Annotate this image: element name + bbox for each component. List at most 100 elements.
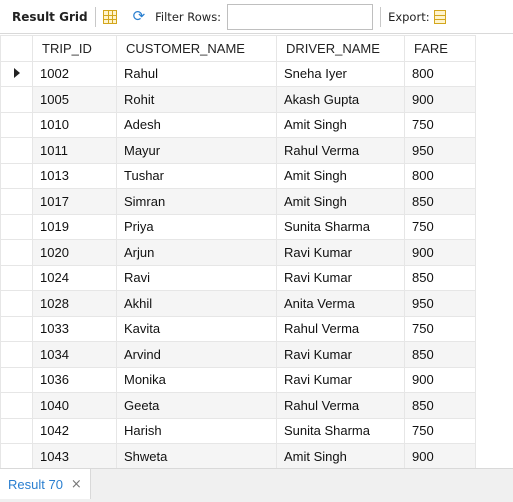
cell-driver-name[interactable]: Rahul Verma: [276, 137, 405, 164]
table-row[interactable]: 1043 Shweta Amit Singh 900: [0, 443, 476, 470]
row-indicator[interactable]: [0, 315, 33, 342]
table-row[interactable]: 1013 Tushar Amit Singh 800: [0, 162, 476, 189]
cell-customer-name[interactable]: Tushar: [116, 162, 277, 189]
tab-result-label[interactable]: Result 70: [8, 476, 63, 492]
cell-driver-name[interactable]: Rahul Verma: [276, 392, 405, 419]
cell-driver-name[interactable]: Amit Singh: [276, 443, 405, 470]
cell-customer-name[interactable]: Akhil: [116, 290, 277, 317]
cell-fare[interactable]: 900: [404, 239, 476, 266]
cell-fare[interactable]: 900: [404, 366, 476, 393]
cell-customer-name[interactable]: Monika: [116, 366, 277, 393]
cell-customer-name[interactable]: Adesh: [116, 111, 277, 138]
row-indicator[interactable]: [0, 366, 33, 393]
table-row[interactable]: 1019 Priya Sunita Sharma 750: [0, 213, 476, 240]
close-icon[interactable]: ×: [70, 476, 82, 492]
cell-fare[interactable]: 800: [404, 162, 476, 189]
table-row[interactable]: 1010 Adesh Amit Singh 750: [0, 111, 476, 138]
row-indicator[interactable]: [0, 392, 33, 419]
cell-trip-id[interactable]: 1042: [32, 417, 117, 444]
table-row[interactable]: 1040 Geeta Rahul Verma 850: [0, 392, 476, 419]
cell-customer-name[interactable]: Arjun: [116, 239, 277, 266]
row-indicator[interactable]: [0, 417, 33, 444]
cell-fare[interactable]: 750: [404, 315, 476, 342]
row-indicator[interactable]: [0, 86, 33, 113]
cell-trip-id[interactable]: 1005: [32, 86, 117, 113]
cell-fare[interactable]: 750: [404, 417, 476, 444]
cell-trip-id[interactable]: 1033: [32, 315, 117, 342]
cell-driver-name[interactable]: Ravi Kumar: [276, 264, 405, 291]
cell-trip-id[interactable]: 1019: [32, 213, 117, 240]
table-row[interactable]: 1024 Ravi Ravi Kumar 850: [0, 264, 476, 291]
cell-customer-name[interactable]: Priya: [116, 213, 277, 240]
table-row[interactable]: 1002 Rahul Sneha Iyer 800: [0, 60, 476, 87]
column-header-fare[interactable]: FARE: [404, 35, 476, 62]
table-row[interactable]: 1011 Mayur Rahul Verma 950: [0, 137, 476, 164]
cell-trip-id[interactable]: 1028: [32, 290, 117, 317]
row-indicator[interactable]: [0, 213, 33, 240]
cell-fare[interactable]: 900: [404, 443, 476, 470]
cell-customer-name[interactable]: Geeta: [116, 392, 277, 419]
cell-trip-id[interactable]: 1013: [32, 162, 117, 189]
cell-fare[interactable]: 800: [404, 60, 476, 87]
cell-customer-name[interactable]: Simran: [116, 188, 277, 215]
row-indicator[interactable]: [0, 188, 33, 215]
cell-driver-name[interactable]: Amit Singh: [276, 162, 405, 189]
cell-customer-name[interactable]: Rahul: [116, 60, 277, 87]
cell-driver-name[interactable]: Rahul Verma: [276, 315, 405, 342]
table-row[interactable]: 1005 Rohit Akash Gupta 900: [0, 86, 476, 113]
table-row[interactable]: 1034 Arvind Ravi Kumar 850: [0, 341, 476, 368]
cell-trip-id[interactable]: 1034: [32, 341, 117, 368]
cell-driver-name[interactable]: Anita Verma: [276, 290, 405, 317]
table-row[interactable]: 1036 Monika Ravi Kumar 900: [0, 366, 476, 393]
row-indicator[interactable]: [0, 341, 33, 368]
cell-trip-id[interactable]: 1011: [32, 137, 117, 164]
cell-customer-name[interactable]: Ravi: [116, 264, 277, 291]
tab-result[interactable]: Result 70 ×: [0, 469, 91, 499]
table-row[interactable]: 1042 Harish Sunita Sharma 750: [0, 417, 476, 444]
cell-fare[interactable]: 950: [404, 137, 476, 164]
cell-trip-id[interactable]: 1020: [32, 239, 117, 266]
cell-customer-name[interactable]: Kavita: [116, 315, 277, 342]
cell-driver-name[interactable]: Sunita Sharma: [276, 417, 405, 444]
table-row[interactable]: 1028 Akhil Anita Verma 950: [0, 290, 476, 317]
cell-driver-name[interactable]: Amit Singh: [276, 111, 405, 138]
row-indicator[interactable]: [0, 239, 33, 266]
row-indicator[interactable]: [0, 162, 33, 189]
cell-trip-id[interactable]: 1043: [32, 443, 117, 470]
cell-fare[interactable]: 950: [404, 290, 476, 317]
cell-trip-id[interactable]: 1017: [32, 188, 117, 215]
cell-driver-name[interactable]: Amit Singh: [276, 188, 405, 215]
cell-driver-name[interactable]: Ravi Kumar: [276, 366, 405, 393]
row-indicator[interactable]: [0, 111, 33, 138]
cell-driver-name[interactable]: Ravi Kumar: [276, 239, 405, 266]
cell-driver-name[interactable]: Sunita Sharma: [276, 213, 405, 240]
cell-customer-name[interactable]: Arvind: [116, 341, 277, 368]
cell-fare[interactable]: 850: [404, 341, 476, 368]
cell-fare[interactable]: 750: [404, 213, 476, 240]
cell-driver-name[interactable]: Ravi Kumar: [276, 341, 405, 368]
column-header-trip-id[interactable]: TRIP_ID: [32, 35, 117, 62]
table-row[interactable]: 1020 Arjun Ravi Kumar 900: [0, 239, 476, 266]
row-indicator[interactable]: [0, 60, 33, 87]
cell-customer-name[interactable]: Shweta: [116, 443, 277, 470]
cell-trip-id[interactable]: 1010: [32, 111, 117, 138]
cell-fare[interactable]: 750: [404, 111, 476, 138]
row-indicator[interactable]: [0, 137, 33, 164]
cell-driver-name[interactable]: Akash Gupta: [276, 86, 405, 113]
row-indicator[interactable]: [0, 443, 33, 470]
cell-trip-id[interactable]: 1036: [32, 366, 117, 393]
cell-trip-id[interactable]: 1002: [32, 60, 117, 87]
cell-trip-id[interactable]: 1040: [32, 392, 117, 419]
grid-icon[interactable]: [102, 9, 117, 24]
cell-fare[interactable]: 900: [404, 86, 476, 113]
result-grid-label[interactable]: Result Grid: [12, 9, 88, 24]
cell-customer-name[interactable]: Harish: [116, 417, 277, 444]
refresh-icon[interactable]: ⟳: [132, 7, 146, 25]
cell-trip-id[interactable]: 1024: [32, 264, 117, 291]
cell-fare[interactable]: 850: [404, 264, 476, 291]
filter-rows-input[interactable]: [227, 3, 374, 30]
cell-fare[interactable]: 850: [404, 188, 476, 215]
column-header-driver-name[interactable]: DRIVER_NAME: [276, 35, 405, 62]
column-header-customer-name[interactable]: CUSTOMER_NAME: [116, 35, 277, 62]
cell-customer-name[interactable]: Rohit: [116, 86, 277, 113]
